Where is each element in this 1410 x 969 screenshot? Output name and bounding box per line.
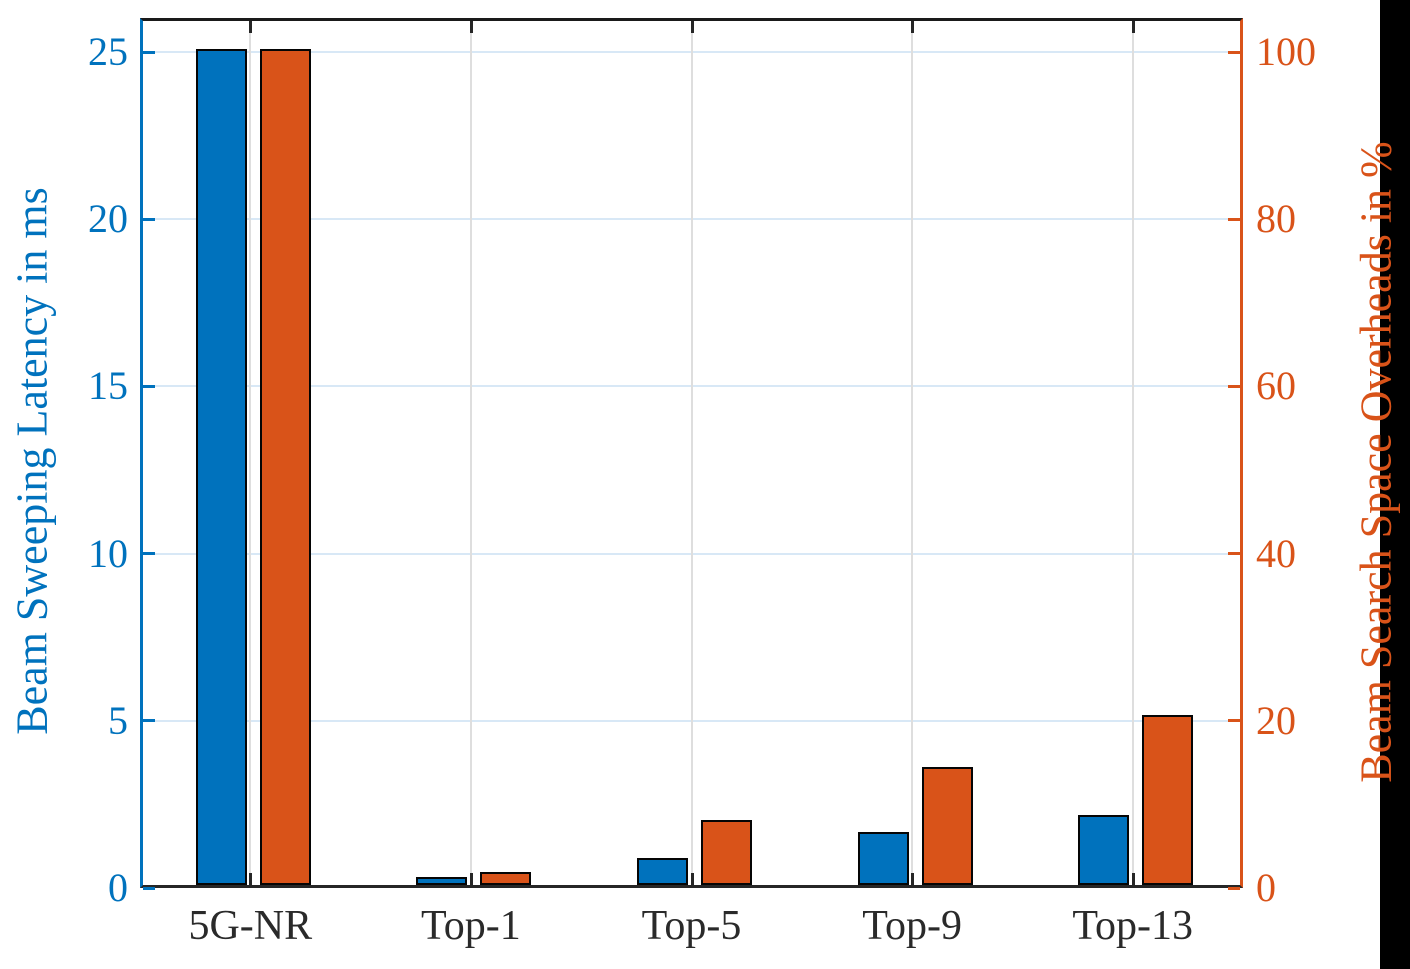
latency-bar-Top-5 xyxy=(637,858,688,885)
x-tick-label-Top-5: Top-5 xyxy=(641,903,742,949)
left-y-axis-tick xyxy=(143,384,155,388)
right-y-axis-tick xyxy=(1228,886,1240,890)
right-y-tick-label: 40 xyxy=(1256,530,1296,576)
left-y-tick-label: 25 xyxy=(88,29,128,74)
x-axis-tick-bottom xyxy=(690,873,694,885)
right-y-tick-label: 60 xyxy=(1256,363,1296,409)
x-axis-tick-top xyxy=(1131,21,1135,33)
x-axis-tick-bottom xyxy=(1131,873,1135,885)
left-y-tick-label: 5 xyxy=(108,697,128,743)
x-axis-tick-top xyxy=(690,21,694,33)
overhead-bar-Top-9 xyxy=(921,767,973,885)
right-y-tick-label: 0 xyxy=(1256,865,1276,910)
right-y-axis-title: Beam Search Space Overheads in % xyxy=(1351,141,1401,783)
right-y-axis-tick xyxy=(1228,552,1240,556)
right-y-tick-label: 20 xyxy=(1256,697,1296,743)
left-y-axis-tick xyxy=(143,719,155,723)
right-y-tick-label: 80 xyxy=(1256,196,1296,242)
vertical-gridline xyxy=(469,21,472,885)
right-edge-black-band xyxy=(1380,0,1410,969)
right-y-axis-tick xyxy=(1228,384,1240,388)
left-y-axis-tick xyxy=(143,50,155,54)
overhead-bar-Top-13 xyxy=(1142,715,1194,885)
overhead-bar-5G-NR xyxy=(259,49,311,885)
latency-bar-Top-13 xyxy=(1078,814,1130,885)
left-y-axis-tick xyxy=(143,886,155,890)
left-y-axis-tick xyxy=(143,217,155,221)
x-axis-tick-top xyxy=(911,21,915,33)
x-tick-label-Top-13: Top-13 xyxy=(1072,903,1194,949)
left-y-tick-label: 15 xyxy=(88,363,128,409)
left-y-tick-label: 10 xyxy=(88,530,128,576)
overhead-bar-Top-5 xyxy=(701,819,752,885)
left-y-axis-tick xyxy=(143,552,155,556)
x-tick-label-5G-NR: 5G-NR xyxy=(188,903,313,949)
vertical-gridline xyxy=(1131,21,1134,885)
x-axis-tick-bottom xyxy=(911,873,915,885)
x-axis-tick-bottom xyxy=(469,873,473,885)
plot-area xyxy=(140,18,1243,890)
right-y-axis-tick xyxy=(1228,50,1240,54)
right-y-axis-tick xyxy=(1228,719,1240,723)
left-y-axis-title: Beam Sweeping Latency in ms xyxy=(7,187,57,735)
x-axis-tick-top xyxy=(469,21,473,33)
latency-bar-Top-1 xyxy=(416,876,468,885)
left-y-tick-label: 20 xyxy=(88,196,128,242)
x-axis-tick-top xyxy=(249,21,253,33)
latency-bar-5G-NR xyxy=(195,49,247,885)
vertical-gridline xyxy=(911,21,914,885)
overhead-bar-Top-1 xyxy=(480,871,532,885)
x-tick-label-Top-1: Top-1 xyxy=(421,903,521,949)
vertical-gridline xyxy=(249,21,252,885)
latency-bar-Top-9 xyxy=(857,831,909,885)
right-y-tick-label: 100 xyxy=(1256,29,1316,74)
x-tick-label-Top-9: Top-9 xyxy=(862,903,962,949)
right-y-axis-tick xyxy=(1228,217,1240,221)
left-y-tick-label: 0 xyxy=(108,865,128,910)
vertical-gridline xyxy=(690,21,693,885)
x-axis-tick-bottom xyxy=(249,873,253,885)
